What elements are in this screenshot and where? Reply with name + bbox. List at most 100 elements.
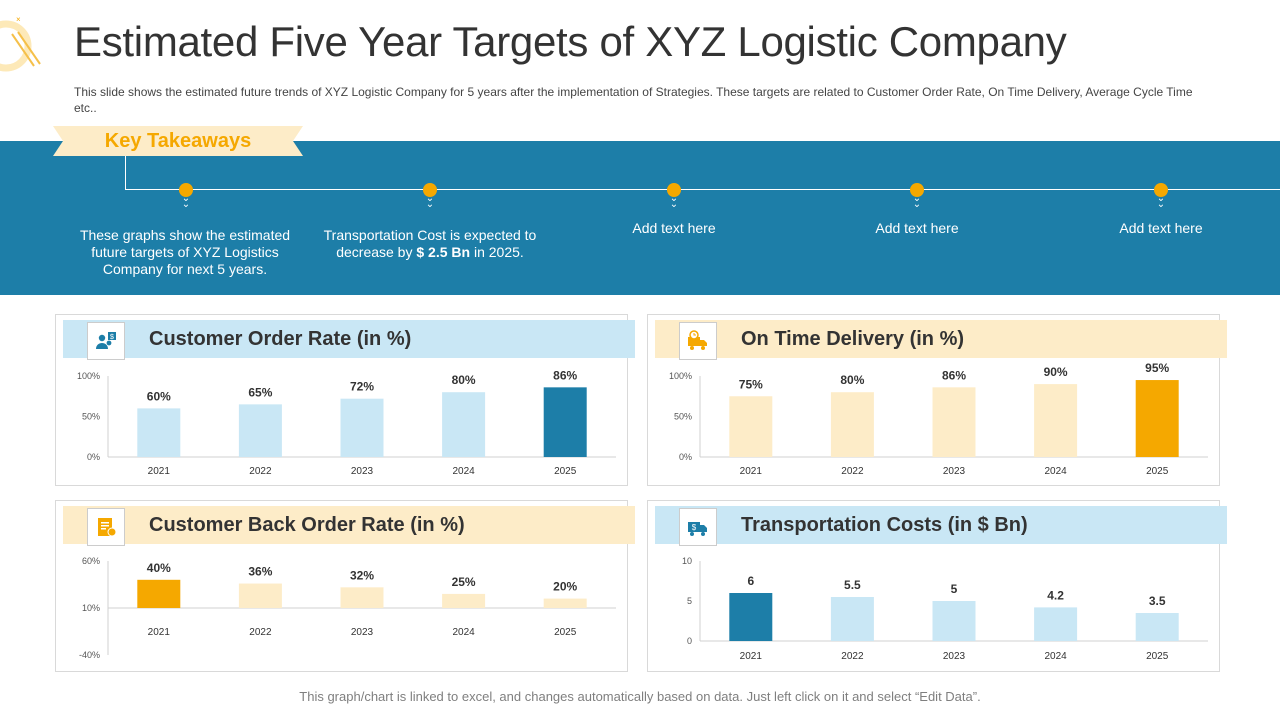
category-label: 2024: [1044, 466, 1067, 477]
y-tick-label: 0%: [87, 452, 100, 462]
chart-title: On Time Delivery (in %): [741, 328, 965, 350]
chart-header-transport: $ Transportation Costs (in $ Bn): [655, 506, 1227, 546]
y-tick-label: 100%: [77, 371, 100, 381]
data-label: 20%: [553, 580, 577, 594]
money-truck-icon: $: [679, 508, 717, 546]
takeaways-band: [0, 141, 1280, 295]
category-label: 2023: [351, 466, 374, 477]
data-label: 75%: [739, 377, 763, 391]
category-label: 2021: [148, 466, 171, 477]
y-tick-label: 0%: [679, 452, 692, 462]
bar: [442, 392, 486, 457]
bar: [238, 404, 282, 457]
data-label: 86%: [553, 368, 577, 382]
customer-icon: $: [87, 322, 125, 360]
bar-chart-order[interactable]: 0% 50% 100% 60% 2021 65% 2022 72% 2023 80% 2024 86%…: [56, 362, 626, 482]
data-label: 5.5: [844, 578, 861, 592]
chart-header-backorder: Customer Back Order Rate (in %): [63, 506, 635, 546]
takeaway-text-3[interactable]: Add text here: [632, 220, 716, 236]
chevron-down-icon: ⌄ ⌄: [912, 193, 922, 210]
category-label: 2021: [740, 651, 763, 662]
bar: [1034, 607, 1078, 641]
bar: [442, 593, 486, 608]
y-tick-label: 50%: [82, 412, 100, 422]
category-label: 2022: [249, 466, 272, 477]
category-label: 2024: [452, 627, 475, 638]
bar: [932, 387, 976, 457]
y-tick-label: -40%: [79, 650, 100, 660]
bar: [932, 601, 976, 641]
chevron-down-icon: ⌄ ⌄: [669, 193, 679, 210]
bar: [137, 579, 181, 608]
takeaway-text-5[interactable]: Add text here: [1119, 220, 1203, 236]
data-label: 60%: [147, 389, 171, 403]
logo-mark: ×: [0, 15, 41, 72]
bar: [543, 387, 587, 457]
data-label: 4.2: [1047, 588, 1064, 602]
y-tick-label: 0: [687, 636, 692, 646]
y-tick-label: 10: [682, 556, 692, 566]
bar: [137, 408, 181, 457]
category-label: 2025: [554, 466, 577, 477]
bar: [238, 583, 282, 608]
data-label: 95%: [1145, 362, 1169, 375]
bar: [543, 598, 587, 608]
category-label: 2024: [1044, 651, 1067, 662]
bar-chart-backorder[interactable]: -40% 10% 60% 40% 2021 36% 2022 32% 2023 25% 2024 20…: [56, 550, 626, 668]
takeaway-text-1: These graphs show the estimated future t…: [79, 227, 291, 277]
svg-text:×: ×: [16, 15, 21, 24]
category-label: 2025: [1146, 651, 1169, 662]
bar-chart-transport[interactable]: 0 5 10 6 2021 5.5 2022 5 2023 4.2 2024 3.5 2025: [648, 550, 1218, 668]
bar-chart-delivery[interactable]: 0% 50% 100% 75% 2021 80% 2022 86% 2023 90% 2024 95%…: [648, 362, 1218, 482]
data-label: 72%: [350, 380, 374, 394]
data-label: 65%: [248, 385, 272, 399]
chevron-down-icon: ⌄ ⌄: [181, 193, 191, 210]
category-label: 2023: [351, 627, 374, 638]
category-label: 2025: [1146, 466, 1169, 477]
category-label: 2022: [841, 651, 864, 662]
timeline-dot: [667, 183, 681, 197]
bar: [729, 396, 773, 457]
svg-text:$: $: [692, 523, 697, 532]
takeaway-text-4[interactable]: Add text here: [875, 220, 959, 236]
data-label: 80%: [840, 373, 864, 387]
footer-note: This graph/chart is linked to excel, and…: [299, 689, 981, 704]
category-label: 2022: [841, 466, 864, 477]
data-label: 40%: [147, 561, 171, 575]
svg-text:$: $: [110, 334, 114, 341]
data-label: 80%: [452, 373, 476, 387]
data-label: 86%: [942, 368, 966, 382]
page-subtitle: This slide shows the estimated future tr…: [74, 85, 1193, 115]
timeline-dot: [1154, 183, 1168, 197]
bar: [340, 398, 384, 457]
category-label: 2024: [452, 466, 475, 477]
chevron-down-icon: ⌄ ⌄: [425, 193, 435, 210]
y-tick-label: 100%: [669, 371, 692, 381]
takeaway-text-2: Transportation Cost is expected to decre…: [323, 227, 537, 260]
category-label: 2021: [740, 466, 763, 477]
timeline-line: [125, 189, 1280, 190]
bar: [1135, 613, 1179, 641]
category-label: 2023: [943, 651, 966, 662]
delivery-truck-icon: [679, 322, 717, 360]
bar: [830, 392, 874, 457]
timeline-dot: [179, 183, 193, 197]
bar: [1034, 384, 1078, 457]
data-label: 25%: [452, 575, 476, 589]
data-label: 36%: [248, 565, 272, 579]
chart-title: Customer Back Order Rate (in %): [149, 514, 465, 536]
category-label: 2025: [554, 627, 577, 638]
data-label: 5: [951, 582, 958, 596]
data-label: 3.5: [1149, 594, 1166, 608]
chart-header-delivery: On Time Delivery (in %): [655, 320, 1227, 360]
timeline-dot: [423, 183, 437, 197]
chart-title: Customer Order Rate (in %): [149, 328, 412, 350]
category-label: 2023: [943, 466, 966, 477]
category-label: 2021: [148, 627, 171, 638]
data-label: 6: [747, 574, 754, 588]
data-label: 90%: [1044, 365, 1068, 379]
data-label: 32%: [350, 568, 374, 582]
category-label: 2022: [249, 627, 272, 638]
y-tick-label: 10%: [82, 603, 100, 613]
document-icon: [87, 508, 125, 546]
